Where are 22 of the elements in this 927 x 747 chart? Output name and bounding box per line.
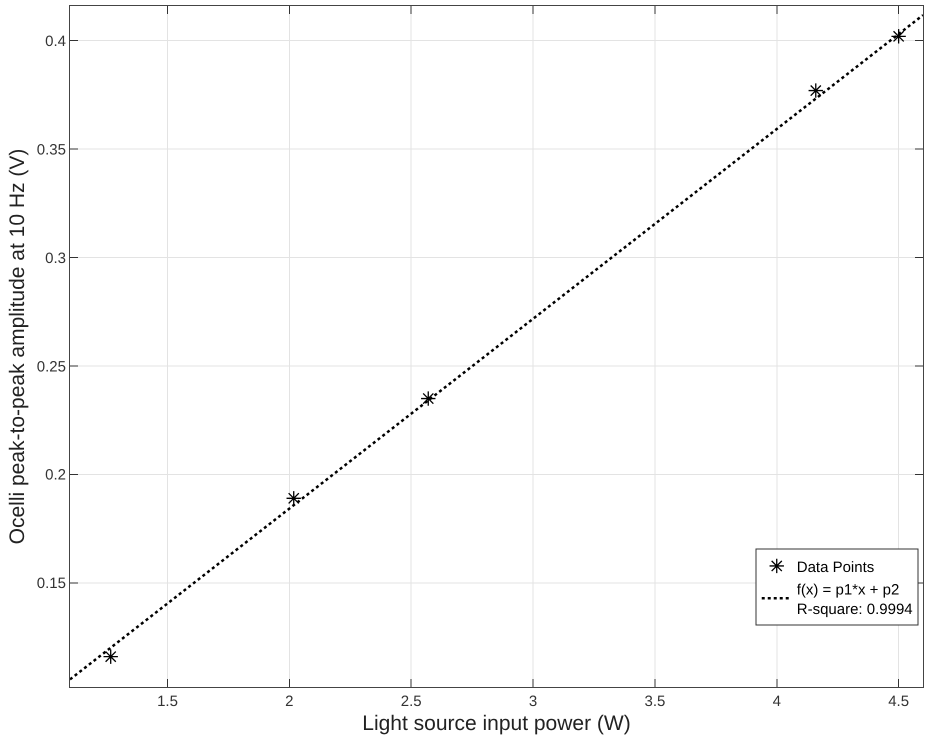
y-tick-label: 0.3 (45, 250, 66, 267)
x-tick-label: 4 (772, 693, 781, 710)
point (808, 82, 824, 98)
y-axis-title: Ocelli peak-to-peak amplitude at 10 Hz (V) (6, 148, 29, 544)
x-tick-label: 4.5 (888, 693, 910, 710)
y-tick-label: 0.4 (45, 32, 66, 50)
y-tick-label: 0.2 (45, 466, 66, 484)
y-tick-label: 0.35 (36, 141, 66, 158)
point (890, 28, 906, 44)
x-tick-label: 3.5 (644, 693, 666, 710)
y-tick-label: 0.15 (36, 575, 66, 592)
x-tick-label: 2 (285, 693, 294, 710)
point (420, 390, 436, 406)
x-tick-label: 1.5 (157, 693, 178, 710)
y-tick-label: 0.25 (36, 358, 66, 376)
point (286, 490, 302, 506)
x-tick-label: 2.5 (400, 693, 422, 710)
x-tick-label: 3 (528, 693, 538, 710)
x-axis-title: Light source input power (W) (362, 712, 631, 736)
point (102, 648, 119, 664)
legend-label: Data Points (796, 558, 874, 576)
legend-label: f(x) = p1*x + p2 R-square: 0.9994 (796, 581, 913, 618)
